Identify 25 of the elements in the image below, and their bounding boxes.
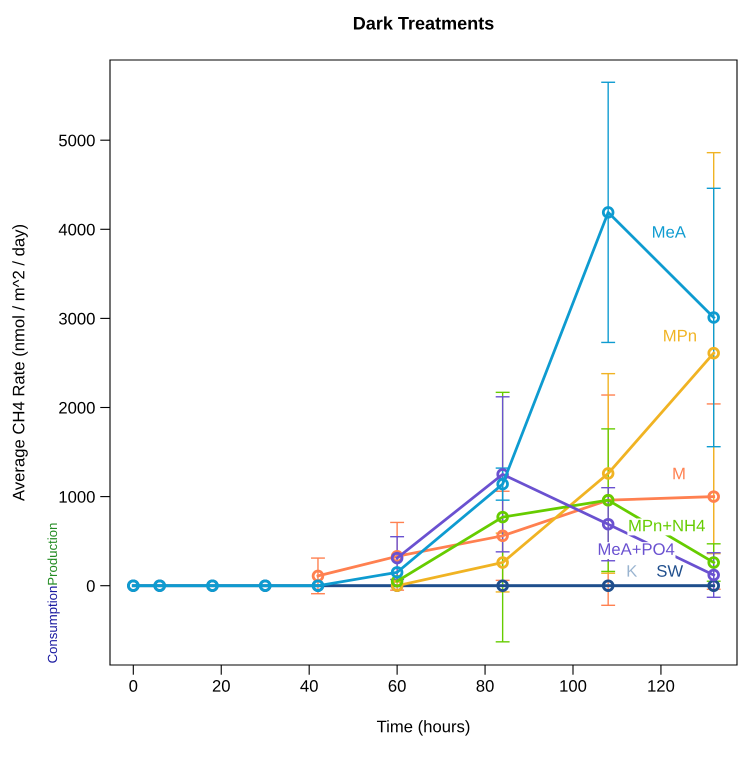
series-label: MPn+NH4 (629, 520, 705, 532)
y-tick-label: 5000 (59, 134, 95, 146)
chart-title: Dark Treatments (354, 16, 494, 30)
x-tick-label: 60 (388, 680, 406, 692)
x-axis-title: Time (hours) (376, 720, 470, 736)
x-tick-label: 20 (212, 680, 230, 692)
y-tick-label: 2000 (59, 402, 95, 414)
y-axis-title: Average CH4 Rate (nmol / m^2 / day) (12, 224, 28, 501)
y-tick-label: 3000 (58, 312, 95, 325)
x-tick-label: 100 (560, 680, 586, 692)
series-label: MeA (653, 226, 686, 238)
series-label: K (628, 565, 638, 577)
y-tick-label: 1000 (60, 491, 95, 503)
y-tick-label: 4000 (58, 224, 95, 236)
x-tick-label: 120 (648, 680, 674, 692)
text: Consumption (47, 586, 60, 663)
x-tick-label: 40 (300, 680, 318, 692)
series-label: MPn (664, 330, 696, 342)
series-label: M (673, 468, 685, 480)
x-tick-label: 80 (476, 680, 494, 692)
x-tick-label: 0 (129, 680, 138, 692)
y-tick-label: 0 (86, 580, 95, 592)
series-label: MeA+PO4 (598, 543, 674, 556)
series-label: SW (657, 565, 684, 577)
text: Production (47, 523, 58, 585)
